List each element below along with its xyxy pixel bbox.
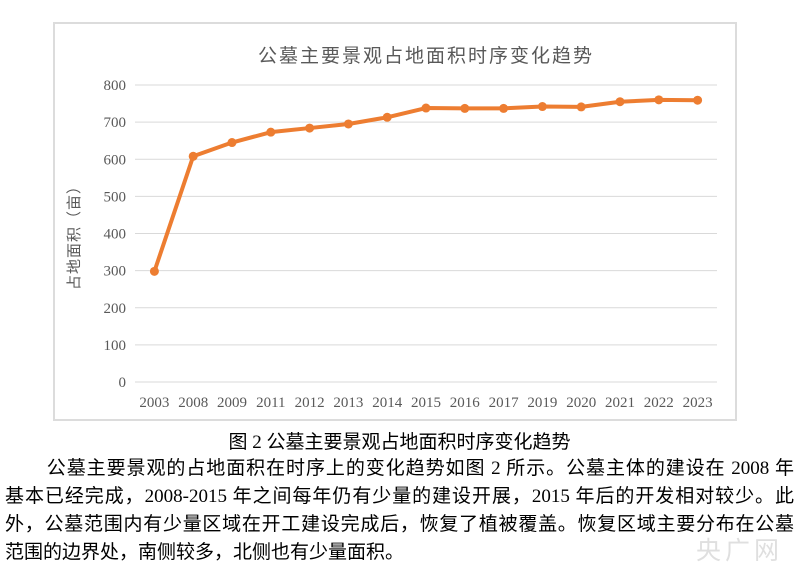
paragraph-line: 外，公墓范围内有少量区域在开工建设完成后，恢复了植被覆盖。恢复区域主要分布在公墓: [5, 514, 794, 535]
x-tick-label: 2014: [372, 395, 403, 411]
y-axis-label: 占地面积（亩）: [65, 178, 83, 290]
x-tick-label: 2009: [217, 395, 247, 411]
x-tick-label: 2021: [605, 395, 635, 411]
data-point: [421, 103, 431, 113]
data-point: [499, 103, 509, 113]
y-tick-label: 700: [104, 115, 127, 131]
x-tick-label: 2013: [333, 395, 363, 411]
y-tick-label: 400: [104, 227, 127, 243]
data-point: [305, 123, 315, 133]
x-tick-label: 2022: [644, 395, 674, 411]
data-point: [460, 103, 470, 113]
x-tick-label: 2019: [527, 395, 557, 411]
data-point: [227, 138, 237, 148]
chart-title: 公墓主要景观占地面积时序变化趋势: [258, 45, 594, 67]
x-tick-label: 2016: [450, 395, 481, 411]
data-point: [576, 102, 586, 112]
watermark: 央广网: [696, 538, 784, 565]
data-point: [343, 119, 353, 129]
x-tick-label: 2020: [566, 395, 596, 411]
data-point: [693, 95, 703, 105]
y-tick-label: 0: [119, 375, 127, 391]
data-line: [152, 97, 700, 274]
paragraph-line: 范围的边界处，南侧较多，北侧也有少量面积。: [5, 542, 405, 563]
data-point: [615, 97, 625, 107]
x-tick-label: 2011: [256, 395, 285, 411]
line-chart-canvas: 0 100 200 300 400 500 600 700 800 2003 2008 2009 201…: [65, 45, 717, 411]
chart: 0 100 200 300 400 500 600 700 800 2003 2008 2009 201…: [53, 22, 737, 421]
y-tick-label: 200: [104, 301, 127, 317]
data-point: [654, 95, 664, 105]
data-point: [266, 127, 276, 137]
y-tick-label: 100: [104, 338, 127, 354]
data-point: [149, 266, 159, 276]
x-tick-label: 2012: [295, 395, 325, 411]
x-tick-label: 2023: [683, 395, 713, 411]
figure-caption: 图 2 公墓主要景观占地面积时序变化趋势: [228, 432, 571, 453]
y-tick-label: 500: [104, 189, 127, 205]
x-tick-label: 2017: [489, 395, 519, 411]
x-tick-label: 2008: [178, 395, 208, 411]
paragraph-line: 公墓主要景观的占地面积在时序上的变化趋势如图 2 所示。公墓主体的建设在 200…: [46, 458, 794, 479]
data-point: [537, 102, 547, 112]
y-tick-label: 600: [104, 152, 127, 168]
y-tick-label: 300: [104, 264, 127, 280]
body-paragraph: 公墓主要景观的占地面积在时序上的变化趋势如图 2 所示。公墓主体的建设在 200…: [5, 455, 794, 567]
x-tick-label: 2003: [139, 395, 169, 411]
x-tick-label: 2015: [411, 395, 441, 411]
paragraph-line: 基本已经完成，2008-2015 年之间每年仍有少量的建设开展，2015 年后的…: [5, 486, 794, 507]
data-point: [188, 151, 198, 161]
data-point: [382, 112, 392, 122]
y-tick-label: 800: [104, 78, 127, 94]
